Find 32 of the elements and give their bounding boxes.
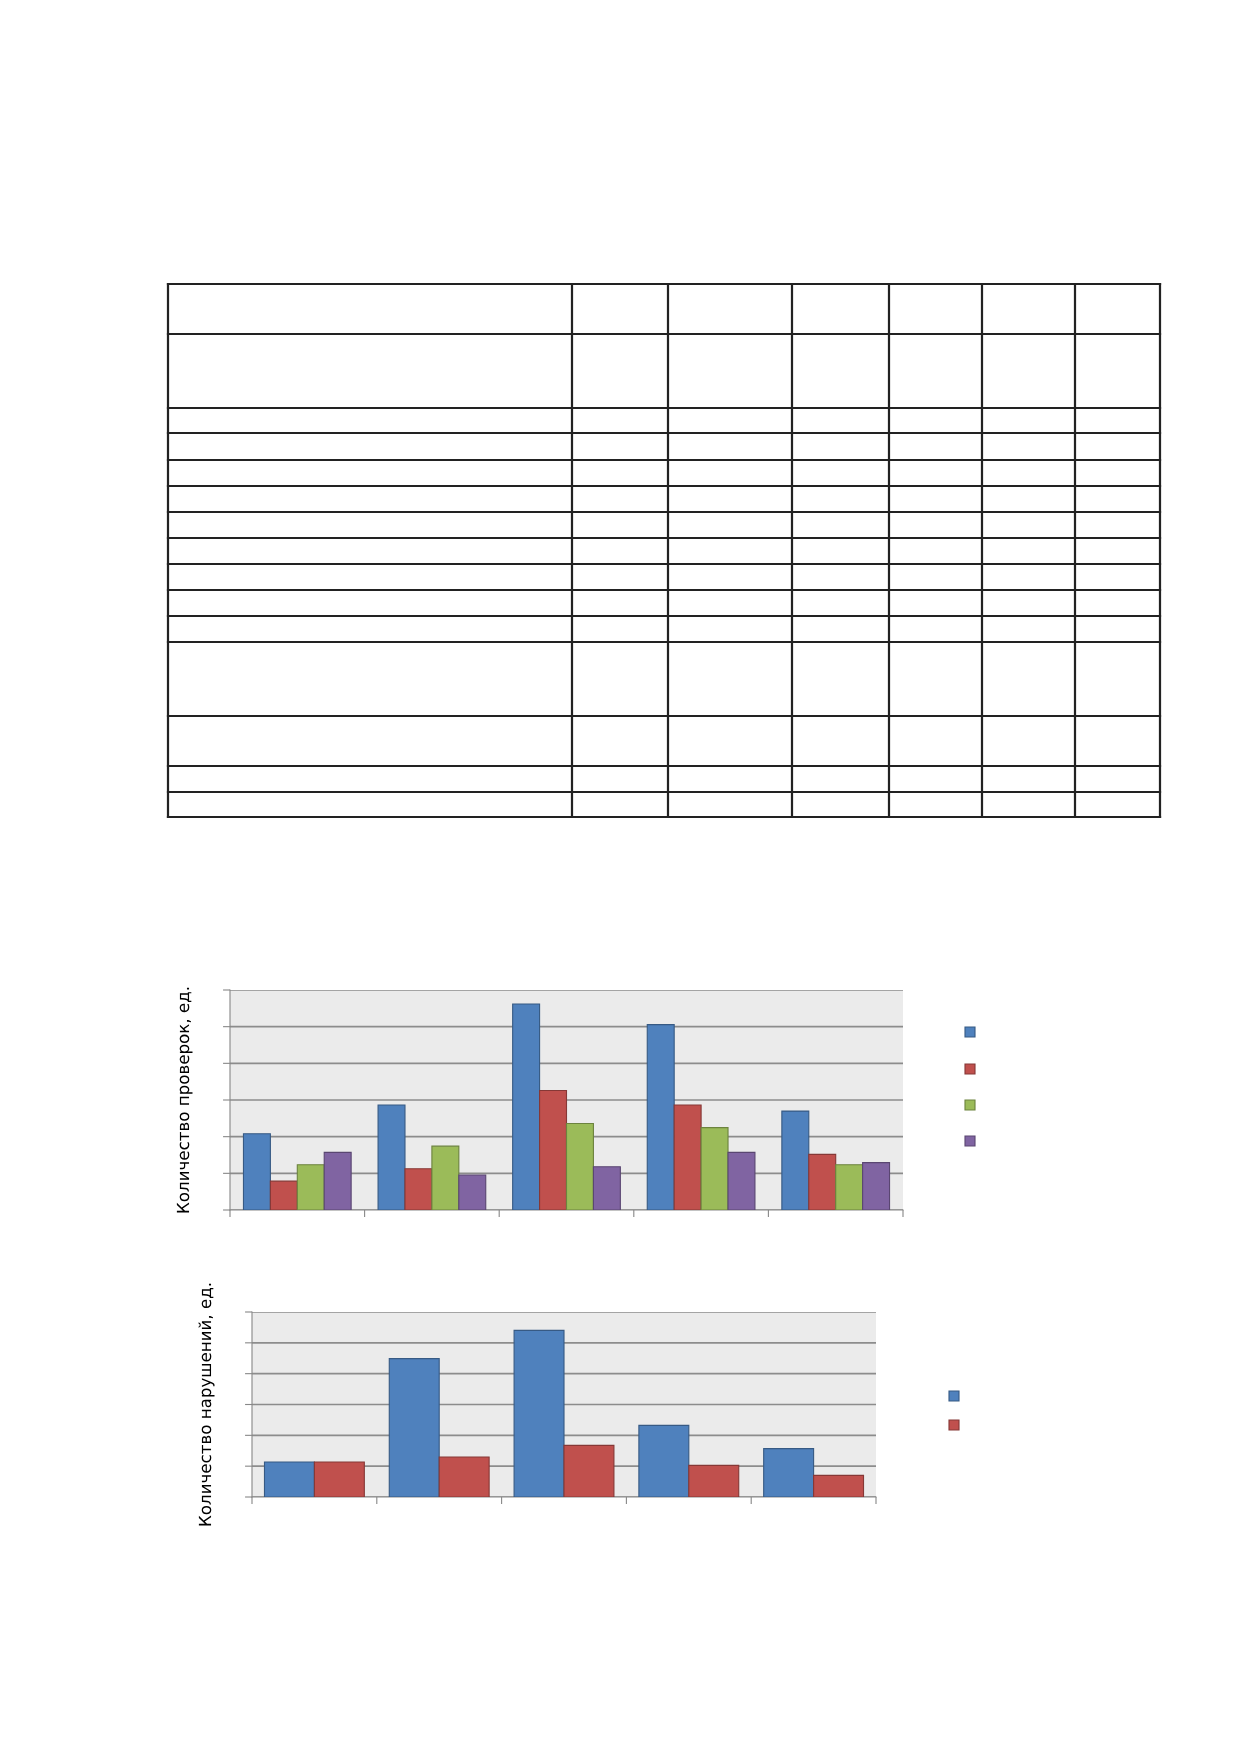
bar: [646, 1024, 675, 1210]
bar: [388, 1358, 440, 1497]
bar: [438, 1456, 490, 1497]
bar: [563, 1444, 615, 1497]
bar: [700, 1127, 729, 1210]
bar: [781, 1110, 810, 1210]
bar: [565, 1122, 594, 1210]
bar: [673, 1104, 702, 1210]
bar: [808, 1153, 837, 1210]
bar: [688, 1464, 740, 1497]
bar: [377, 1104, 406, 1210]
bar: [404, 1168, 433, 1210]
bar: [323, 1151, 352, 1210]
bar: [592, 1166, 621, 1210]
bar: [313, 1461, 365, 1497]
bar: [431, 1145, 460, 1210]
bar: [512, 1003, 541, 1210]
bar: [242, 1133, 271, 1210]
bar: [763, 1448, 815, 1497]
bar: [263, 1461, 315, 1497]
bar: [835, 1164, 864, 1210]
bar: [269, 1180, 298, 1210]
bar: [458, 1174, 487, 1210]
bar: [296, 1164, 325, 1210]
y-axis-title: Количество проверок, ед.: [176, 987, 193, 1213]
y-axis-title: Количество нарушений, ед.: [198, 1283, 215, 1526]
bar: [513, 1329, 565, 1497]
bar: [862, 1162, 891, 1210]
bar: [638, 1424, 690, 1497]
bar: [813, 1474, 865, 1497]
bar: [539, 1089, 568, 1210]
bar: [727, 1151, 756, 1210]
